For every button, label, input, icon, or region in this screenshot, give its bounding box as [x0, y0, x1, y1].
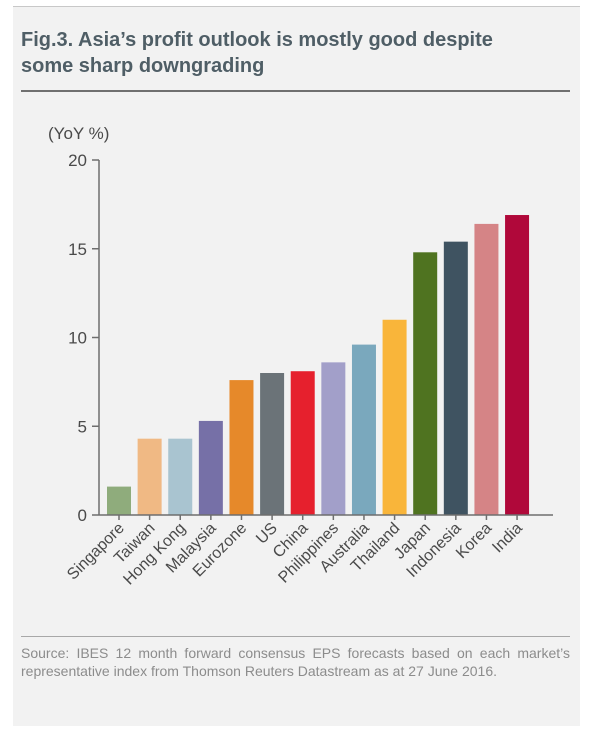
bar	[351, 344, 376, 515]
y-axis: 0 5 10 15 20	[68, 151, 100, 525]
title-divider	[21, 90, 570, 92]
source-note: Source: IBES 12 month forward consensus …	[21, 645, 570, 679]
bar	[443, 241, 468, 515]
source-divider	[21, 636, 570, 637]
panel-top-border	[13, 6, 580, 7]
bar	[474, 223, 499, 515]
bar	[198, 420, 223, 515]
bar	[321, 362, 346, 515]
bar	[382, 319, 407, 515]
y-tick-label: 5	[78, 417, 87, 436]
bar	[505, 215, 530, 515]
y-tick-label: 0	[78, 506, 87, 525]
bar	[229, 380, 254, 515]
y-tick-label: 15	[68, 240, 87, 259]
bar	[137, 438, 162, 515]
x-tick-label: India	[489, 520, 526, 557]
bar	[290, 371, 315, 515]
bars	[107, 215, 530, 516]
y-axis-label: (YoY %)	[48, 124, 109, 143]
x-tick-label: Korea	[453, 520, 495, 562]
y-tick-label: 10	[68, 329, 87, 348]
bar	[260, 373, 285, 515]
bar	[413, 252, 438, 516]
bar	[168, 438, 193, 515]
bar	[107, 486, 131, 515]
y-tick-label: 20	[68, 151, 87, 170]
figure-title: Fig.3. Asia’s profit outlook is mostly g…	[21, 29, 493, 77]
